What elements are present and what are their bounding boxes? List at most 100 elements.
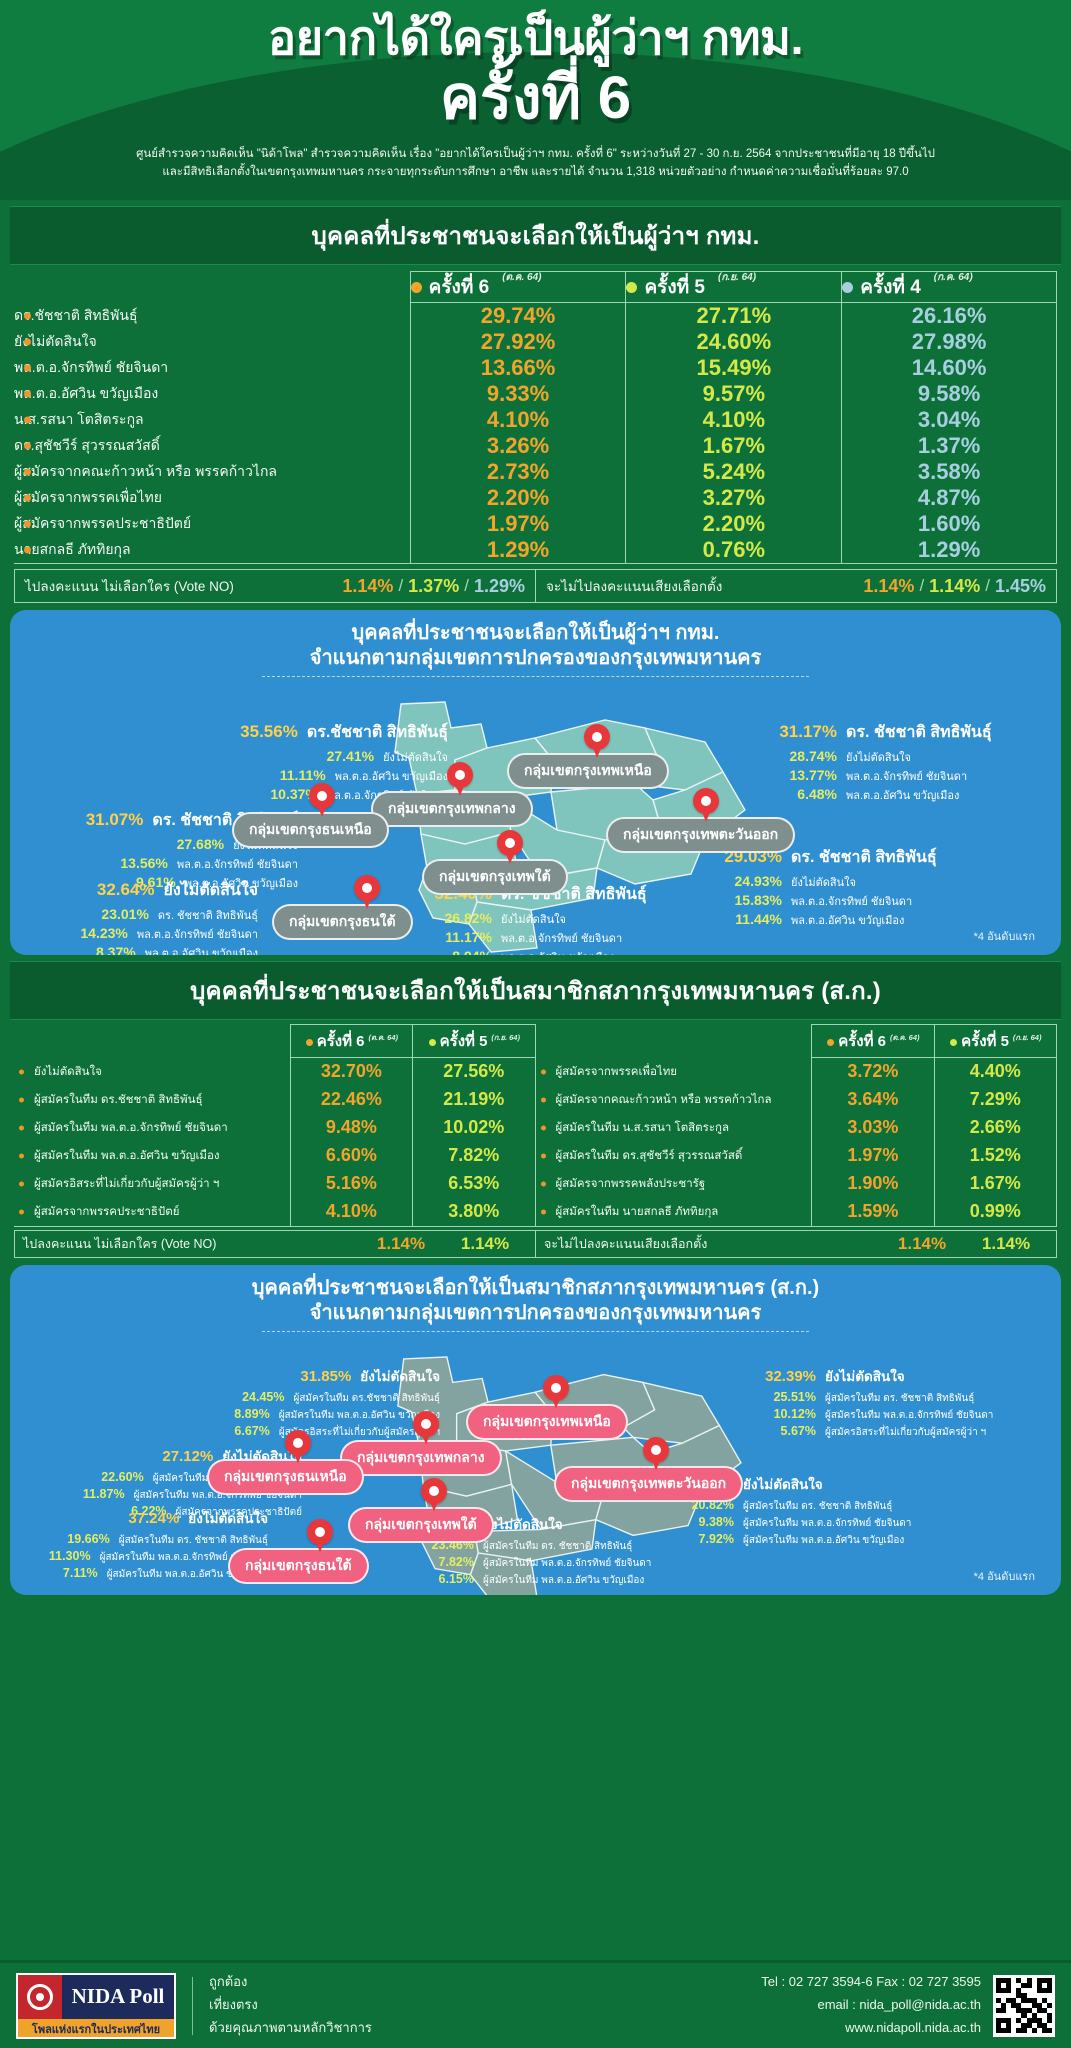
map-stat-label: พล.ต.อ.อัศวิน ขวัญเมือง (144, 948, 258, 955)
legend-dot-round6 (410, 281, 422, 293)
map2-chip-thonnorth[interactable]: กลุ่มเขตกรุงธนเหนือ (207, 1458, 364, 1495)
candidate-name: ผู้สมัครในทีม นายสกลธี ภัททิยกุล (535, 1197, 812, 1227)
council-voteno-right-v5: 1.14% (981, 1233, 1031, 1253)
footer-value-3: ด้วยคุณภาพตามหลักวิชาการ (209, 2019, 372, 2035)
council-table-wrap: ครั้งที่ 6 (ต.ค. 64) ครั้งที่ 5 (ก.ย. 64) … (14, 1020, 1058, 1227)
map-stat-label: พล.ต.อ.อัศวิน ขวัญเมือง (334, 771, 448, 783)
map-stat-percent: 6.15% (438, 1571, 474, 1586)
council-left-col5: ครั้งที่ 5 (ก.ย. 64) (412, 1024, 536, 1058)
map2-chip-north[interactable]: กลุ่มเขตกรุงเทพเหนือ (466, 1403, 628, 1440)
map-stat-label: พล.ต.อ.จักรทิพย์ ชัยจินดา (136, 929, 258, 941)
value-round5: 15.49% (625, 355, 842, 381)
map1-chip-east[interactable]: กลุ่มเขตกรุงเทพตะวันออก (606, 817, 796, 853)
value-round6: 2.20% (409, 485, 626, 511)
map1-title: บุคคลที่ประชาชนจะเลือกให้เป็นผู้ว่าฯ กทม… (10, 610, 1061, 671)
section2-title: บุคคลที่ประชาชนจะเลือกให้เป็นสมาชิกสภากร… (190, 978, 881, 1005)
map-stat-row: 24.45% ผู้สมัครในทีม ดร.ชัชชาติ สิทธิพันธ… (130, 1390, 440, 1406)
table-row: ผู้สมัครในทีม พล.ต.อ.อัศวิน ขวัญเมือง 6.6… (14, 1141, 536, 1170)
voteno-right-v5: 1.14% (929, 575, 981, 596)
legend-dot-round5 (626, 281, 638, 293)
map-stat-percent: 11.17% (445, 929, 492, 945)
map-stat-label: ดร.ชัชชาติ สิทธิพันธุ์ (306, 724, 448, 741)
map-stat-row: 11.87% ผู้สมัครในทีม พล.ต.อ.จักรทิพย์ ชัย… (10, 1487, 302, 1503)
map-stat-row: 27.41% ยังไม่ตัดสินใจ (158, 748, 448, 766)
candidate-name: ผู้สมัครจากคณะก้าวหน้า หรือ พรรคก้าวไกล (536, 1086, 812, 1114)
footer-divider (192, 1976, 193, 2035)
legend-dot-round4 (842, 281, 854, 293)
value-round6: 3.03% (811, 1113, 935, 1142)
map-stat-label: ผู้สมัครในทีม พล.ต.อ.อัศวิน ขวัญเมือง (106, 1568, 268, 1580)
map1-chip-thonsouth[interactable]: กลุ่มเขตกรุงธนใต้ (272, 904, 413, 940)
column-label-round6: ครั้งที่ 6 (428, 277, 490, 298)
column-label-round4: ครั้งที่ 4 (860, 277, 921, 298)
column-sub-round4: (ก.ค. 64) (933, 272, 973, 283)
value-round5: 2.20% (625, 511, 842, 537)
map2-chip-thonsouth[interactable]: กลุ่มเขตกรุงธนใต้ (228, 1547, 369, 1584)
council-voteno-right-label: จะไม่ไปลงคะแนนเสียงเลือกตั้ง (544, 1236, 708, 1251)
map1-pin-thonsouth (354, 875, 380, 909)
legend-dot-c6-right (827, 1039, 835, 1046)
footer-value-2: เที่ยงตรง (209, 1997, 258, 2013)
row-bullet-icon (24, 520, 31, 528)
map2-chip-east[interactable]: กลุ่มเขตกรุงเทพตะวันออก (554, 1465, 744, 1502)
map-stat-row: 25.51% ผู้สมัครในทีม ดร. ชัชชาติ สิทธิพัน… (752, 1390, 993, 1406)
section1-banner: บุคคลที่ประชาชนจะเลือกให้เป็นผู้ว่าฯ กทม… (10, 206, 1061, 265)
map-stat-percent: 25.51% (773, 1389, 816, 1404)
council-voteno-right-v6: 1.14% (897, 1233, 947, 1253)
map-stat-label: ยังไม่ตัดสินใจ (188, 1510, 268, 1526)
table-row: ผู้สมัครในทีม น.ส.รสนา โตสิตระกูล 3.03% 2.… (536, 1113, 1058, 1142)
voteno-left-v5: 1.37% (408, 575, 460, 596)
value-round4: 14.60% (841, 355, 1057, 381)
map-stat-label: ดร. ชัชชาติ สิทธิพันธุ์ (846, 724, 992, 741)
map-stat-percent: 7.92% (698, 1531, 734, 1546)
value-round6: 3.26% (409, 433, 626, 459)
table-row: ดร.ชัชชาติ สิทธิพันธุ์ 29.74% 27.71% 26.16% (14, 302, 1057, 329)
value-round4: 4.87% (841, 485, 1057, 511)
council-voteno-left-label: ไปลงคะแนน ไม่เลือกใคร (Vote NO) (23, 1236, 217, 1251)
map-stat-percent: 5.67% (780, 1423, 816, 1438)
row-bullet-icon (19, 1209, 24, 1214)
voteno-left-v6: 1.14% (342, 575, 394, 596)
map1-chip-north[interactable]: กลุ่มเขตกรุงเทพเหนือ (507, 753, 669, 789)
map-stat-percent: 19.66% (67, 1531, 110, 1546)
value-round5: 0.99% (933, 1197, 1058, 1227)
map-stat-label: พล.ต.อ.อัศวิน ขวัญเมือง (501, 948, 614, 955)
candidate-name: ผู้สมัครในทีม พล.ต.อ.จักรทิพย์ ชัยจินดา (14, 1114, 290, 1142)
candidate-name: ผู้สมัครจากพรรคประชาธิปัตย์ (14, 515, 192, 531)
value-round6: 9.48% (289, 1113, 413, 1142)
governor-table: ครั้งที่ 6 (ต.ค. 64) ครั้งที่ 5 (ก.ย. 64… (14, 271, 1057, 564)
map-stat-label: ยังไม่ตัดสินใจ (383, 752, 448, 764)
map-stat-row: 24.93% ยังไม่ตัดสินใจ (710, 873, 937, 891)
row-bullet-icon (24, 416, 31, 424)
map1-stats-east: 29.03% ดร. ชัชชาติ สิทธิพันธุ์ 24.93% ยังไม… (710, 845, 937, 930)
map2-chip-central[interactable]: กลุ่มเขตกรุงเทพกลาง (340, 1439, 502, 1476)
slash-4: / (985, 576, 990, 595)
value-round6: 3.64% (811, 1085, 935, 1114)
page-title: อยากได้ใครเป็นผู้ว่าฯ กทม. (267, 11, 804, 64)
map1-chip-south[interactable]: กลุ่มเขตกรุงเทพใต้ (422, 859, 568, 895)
candidate-name: นายสกลธี ภัททิยกุล (14, 537, 411, 564)
map-stat-percent: 14.23% (80, 925, 128, 941)
map2-pin-central (413, 1410, 439, 1445)
map-stat-row: 14.23% พล.ต.อ.จักรทิพย์ ชัยจินดา (10, 925, 258, 943)
map-stat-row: 13.77% พล.ต.อ.จักรทิพย์ ชัยจินดา (765, 767, 992, 785)
value-round5: 5.24% (625, 459, 842, 485)
map-stat-percent: 37.24% (128, 1509, 180, 1527)
table-row: ผู้สมัครจากพรรคเพื่อไทย 2.20% 3.27% 4.87% (14, 485, 1057, 511)
value-round6: 29.74% (409, 302, 626, 329)
map2-chip-south[interactable]: กลุ่มเขตกรุงเทพใต้ (348, 1506, 494, 1543)
map-stat-label: พล.ต.อ.อัศวิน ขวัญเมือง (846, 790, 960, 802)
map-stat-row: 6.48% พล.ต.อ.อัศวิน ขวัญเมือง (765, 786, 992, 804)
footer-contact: Tel : 02 727 3594-6 Fax : 02 727 3595 em… (761, 1971, 981, 2039)
table-row: ผู้สมัครจากคณะก้าวหน้า หรือ พรรคก้าวไกล 3… (536, 1085, 1058, 1114)
map-stat-label: พล.ต.อ.อัศวิน ขวัญเมือง (184, 878, 298, 890)
council-left-header-row: ครั้งที่ 6 (ต.ค. 64) ครั้งที่ 5 (ก.ย. 64) (14, 1024, 536, 1058)
map-stat-row: 35.56% ดร.ชัชชาติ สิทธิพันธุ์ (158, 720, 448, 745)
voteno-left-values: 1.14% / 1.37% / 1.29% (342, 576, 525, 597)
table-row: ยังไม่ตัดสินใจ 32.70% 27.56% (14, 1057, 536, 1086)
map-stat-percent: 8.89% (234, 1406, 270, 1421)
map-stat-label: ยังไม่ตัดสินใจ (846, 752, 911, 764)
map1-chip-central[interactable]: กลุ่มเขตกรุงเทพกลาง (371, 791, 533, 827)
map1-chip-thonnorth[interactable]: กลุ่มเขตกรุงธนเหนือ (232, 812, 389, 848)
voteno-left-v4: 1.29% (473, 575, 525, 596)
